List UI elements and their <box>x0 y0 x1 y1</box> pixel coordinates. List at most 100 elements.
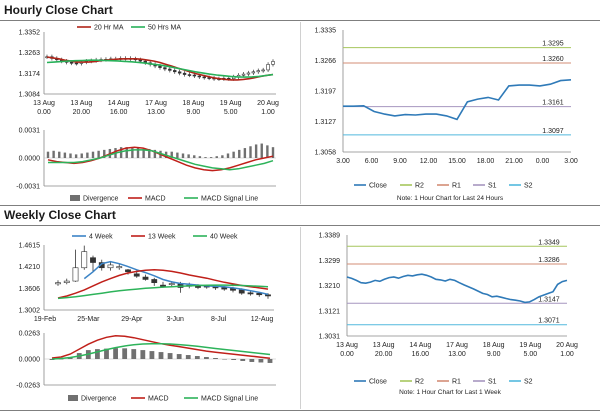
weekly-candle-body <box>168 283 175 285</box>
weekly-candle-body <box>81 251 88 269</box>
hourly-macd-ytick-label: -0.0031 <box>16 184 40 191</box>
weekly-close-close-line <box>346 273 568 304</box>
weekly-candle-body <box>55 282 61 285</box>
hourly-close-xtick-label: 3.00 <box>564 158 578 165</box>
hourly-close-xtick-label: 12.00 <box>420 158 438 165</box>
hourly-candle-body <box>173 70 177 73</box>
weekly-candle-body <box>107 264 114 269</box>
weekly-candle-ytick-label: 1.4615 <box>19 243 41 250</box>
hourly-macd-ytick-label: 0.0031 <box>19 128 41 135</box>
hourly-divergence-bar <box>181 153 185 158</box>
weekly-close-xtick-time: 16.00 <box>412 351 430 358</box>
hourly-candle-body <box>187 74 192 76</box>
hourly-divergence-bar <box>193 155 196 158</box>
hourly-close-xtick-label: 18.00 <box>477 158 495 165</box>
weekly-40wk-line <box>57 284 269 300</box>
hourly-candle-body <box>168 68 172 71</box>
weekly-close-xtick-date: 13 Aug <box>336 342 358 349</box>
weekly-title-rule <box>0 225 600 226</box>
weekly-candle-body <box>63 280 70 283</box>
hourly-close-ytick-label: 1.3335 <box>315 28 337 35</box>
weekly-candle-body <box>238 289 245 294</box>
hourly-xtick-date: 13 Aug <box>33 100 55 107</box>
weekly-candle-body <box>256 292 263 296</box>
hourly-xtick-date: 18 Aug <box>182 100 204 107</box>
weekly-close-level-label-r2: 1.3349 <box>538 239 560 246</box>
weekly-divergence-bar <box>176 354 182 359</box>
bottom-rule <box>0 410 600 411</box>
weekly-candle-body <box>72 267 79 282</box>
hourly-divergence-bar <box>119 147 123 158</box>
hourly-legend-signal-label: MACD Signal Line <box>201 196 258 203</box>
weekly-divergence-bar <box>213 358 218 359</box>
hourly-candle-body <box>261 69 265 72</box>
weekly-close-xtick-time: 20.00 <box>375 351 393 358</box>
hourly-macd-line <box>47 146 274 172</box>
hourly-divergence-bar <box>243 148 247 158</box>
weekly-candle-body <box>133 273 140 277</box>
weekly-divergence-bar <box>222 359 227 360</box>
weekly-legend-signal-label: MACD Signal Line <box>201 396 258 403</box>
weekly-xtick-label: 19-Feb <box>34 316 56 323</box>
weekly-4wk-line <box>83 260 269 296</box>
hourly-ma20-line <box>46 56 274 81</box>
weekly-candle-body <box>160 284 166 287</box>
hourly-divergence-bar <box>249 146 252 158</box>
weekly-close-xtick-date: 19 Aug <box>519 342 541 349</box>
weekly-close-legend-r2-label: R2 <box>415 379 424 386</box>
hourly-legend-ma50-label: 50 Hrs MA <box>148 25 181 32</box>
weekly-candle-body <box>142 276 149 280</box>
hourly-legend-macd-label: MACD <box>145 196 166 203</box>
weekly-divergence-bar <box>240 359 246 361</box>
hourly-ma50-line <box>46 59 274 78</box>
hourly-close-ytick-label: 1.3058 <box>315 150 337 157</box>
hourly-close-xtick-label: 21.00 <box>505 158 523 165</box>
weekly-close-level-label-s1: 1.3147 <box>538 296 560 303</box>
hourly-divergence-bar <box>46 151 50 158</box>
weekly-close-xtick-date: 14 Aug <box>409 342 431 349</box>
hourly-divergence-bar <box>170 151 173 158</box>
section-divider <box>0 205 600 206</box>
hourly-close-xtick-label: 9.00 <box>393 158 407 165</box>
hourly-divergence-bar <box>131 148 134 158</box>
weekly-close-xtick-date: 13 Aug <box>373 342 395 349</box>
hourly-close-level-label-r1: 1.3260 <box>542 56 564 63</box>
weekly-xtick-label: 12-Aug <box>251 316 274 323</box>
hourly-divergence-bar <box>238 149 241 158</box>
weekly-legend-40wk-label: 40 Week <box>210 234 238 241</box>
weekly-close-legend-s2-label: S2 <box>524 379 533 386</box>
hourly-section-title: Hourly Close Chart <box>4 3 113 17</box>
weekly-candle-body <box>221 287 228 290</box>
weekly-close-xtick-date: 20 Aug <box>556 342 578 349</box>
hourly-xtick-time: 20.00 <box>73 109 91 116</box>
hourly-macd-ytick-label: 0.0000 <box>19 156 41 163</box>
hourly-close-level-label-s2: 1.3097 <box>542 128 564 135</box>
hourly-xtick-time: 1.00 <box>261 109 275 116</box>
hourly-divergence-bar <box>260 143 263 158</box>
weekly-divergence-bar <box>113 348 118 359</box>
weekly-legend-divergence-label: Divergence <box>81 396 117 403</box>
hourly-candle-body <box>202 76 206 79</box>
hourly-legend-divergence-label: Divergence <box>83 196 119 203</box>
weekly-close-ytick-label: 1.3121 <box>319 308 341 315</box>
hourly-divergence-bar <box>266 145 269 158</box>
hourly-candle-body <box>192 74 197 77</box>
weekly-divergence-bar <box>249 359 255 362</box>
hourly-xtick-time: 13.00 <box>147 109 165 116</box>
hourly-candle-body <box>251 71 256 74</box>
hourly-divergence-bar <box>204 157 207 158</box>
hourly-legend-ma20-label: 20 Hr MA <box>94 25 124 32</box>
hourly-xtick-date: 20 Aug <box>257 100 279 107</box>
hourly-divergence-bar <box>254 144 258 158</box>
weekly-13wk-line <box>57 269 269 299</box>
hourly-candle-body <box>182 72 187 75</box>
hourly-divergence-bar <box>187 154 190 158</box>
weekly-candle-ytick-label: 1.3606 <box>19 286 41 293</box>
hourly-close-ytick-label: 1.3127 <box>315 119 337 126</box>
hourly-candle-body <box>177 71 182 74</box>
hourly-candle-ytick-label: 1.3352 <box>19 30 41 37</box>
weekly-divergence-bar <box>194 356 200 359</box>
hourly-legend-divergence-swatch <box>70 195 80 201</box>
weekly-signal-line <box>51 342 271 360</box>
